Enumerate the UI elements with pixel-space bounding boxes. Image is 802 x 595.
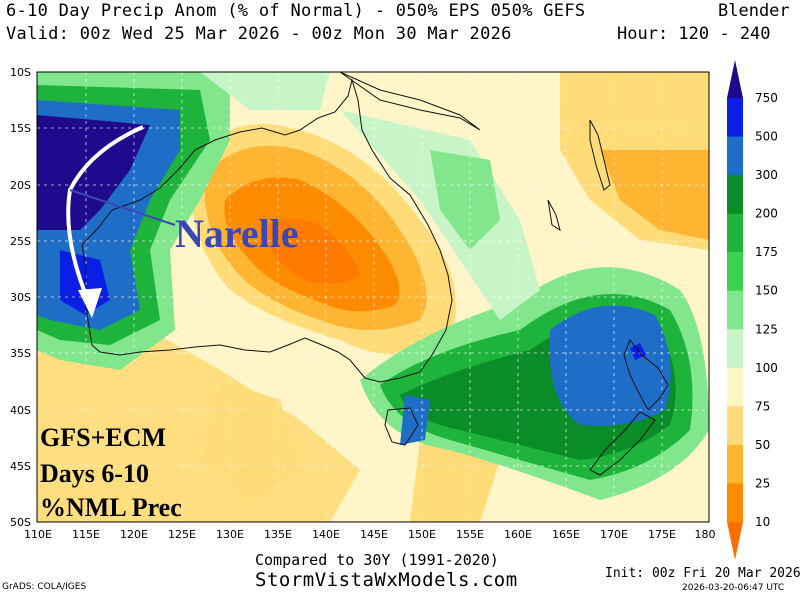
- new-zealand-north-coast: [623, 339, 669, 411]
- lat-label: 30S: [10, 291, 31, 304]
- lat-label: 35S: [10, 347, 31, 360]
- lon-label: 130E: [216, 528, 244, 541]
- legend-label: 175: [755, 245, 778, 259]
- legend-colorbar: 750 500 300 200 175 150 125 100 75 50 25 10: [727, 60, 778, 560]
- grads-credit: GrADS: COLA/IGES: [2, 582, 87, 592]
- legend-swatch: [727, 444, 743, 484]
- legend-swatch: [727, 213, 743, 253]
- forecast-hours: Hour: 120 - 240: [617, 24, 771, 44]
- legend-swatch: [727, 406, 743, 446]
- legend-label: 500: [755, 130, 778, 144]
- lat-label: 25S: [10, 235, 31, 248]
- model-info-line-3: %NML Prec: [40, 493, 182, 522]
- new-zealand-south-coast: [589, 411, 656, 476]
- map-title: 6-10 Day Precip Anom (% of Normal) - 050…: [6, 1, 586, 21]
- legend-label: 50: [755, 438, 770, 452]
- storm-track-arrow: [66, 125, 176, 318]
- legend-label: 300: [755, 168, 778, 182]
- timestamp: 2026-03-20-06:47 UTC: [682, 583, 785, 593]
- legend-swatch: [727, 60, 743, 98]
- legend-label: 10: [755, 515, 770, 529]
- lon-label: 165E: [552, 528, 580, 541]
- latitude-labels: 10S 15S 20S 25S 30S 35S 40S 45S 50S: [10, 66, 31, 529]
- islands-coast: [589, 119, 611, 191]
- model-info-box: GFS+ECM Days 6-10 %NML Prec: [40, 423, 182, 522]
- lon-label: 175E: [648, 528, 676, 541]
- legend-swatch: [727, 98, 743, 138]
- lon-label: 160E: [504, 528, 532, 541]
- lon-label: 120E: [120, 528, 148, 541]
- lon-label: 170E: [600, 528, 628, 541]
- model-info-line-1: GFS+ECM: [40, 423, 166, 452]
- lon-label: 135E: [264, 528, 292, 541]
- lon-label: 150E: [408, 528, 436, 541]
- lon-label: 140E: [312, 528, 340, 541]
- lon-label: 125E: [168, 528, 196, 541]
- legend-swatch: [727, 367, 743, 407]
- lat-label: 40S: [10, 404, 31, 417]
- longitude-labels: 110E 115E 120E 125E 130E 135E 140E 145E …: [24, 528, 715, 541]
- coastlines: [81, 72, 669, 476]
- legend-label: 150: [755, 284, 778, 298]
- lon-label: 145E: [360, 528, 388, 541]
- model-info-line-2: Days 6-10: [40, 459, 149, 488]
- legend-swatch: [727, 252, 743, 292]
- legend-swatch: [727, 290, 743, 330]
- lat-label: 45S: [10, 460, 31, 473]
- lon-label: 115E: [72, 528, 100, 541]
- model-name: Blender: [718, 1, 790, 21]
- legend-swatch: [727, 329, 743, 369]
- legend-swatch: [727, 175, 743, 215]
- lat-label: 50S: [10, 516, 31, 529]
- legend-label: 25: [755, 476, 770, 490]
- lon-label: 180: [695, 528, 716, 541]
- legend-label: 750: [755, 91, 778, 105]
- legend-swatch: [727, 522, 743, 560]
- init-time: Init: 00z Fri 20 Mar 2026: [605, 566, 801, 581]
- site-name: StormVistaWxModels.com: [255, 569, 518, 591]
- legend-swatch: [727, 483, 743, 523]
- valid-period: Valid: 00z Wed 25 Mar 2026 - 00z Mon 30 …: [6, 24, 512, 44]
- new-guinea-coast: [339, 72, 481, 131]
- map-frame: [36, 71, 710, 523]
- legend-label: 200: [755, 207, 778, 221]
- lat-label: 15S: [10, 122, 31, 135]
- legend-label: 75: [755, 399, 770, 413]
- legend-swatch: [727, 136, 743, 176]
- tasmania-coast: [384, 407, 419, 446]
- lat-label: 20S: [10, 179, 31, 192]
- legend-label: 100: [755, 361, 778, 375]
- climatology-note: Compared to 30Y (1991-2020): [255, 551, 499, 569]
- storm-name-label: Narelle: [175, 211, 299, 256]
- graticule: [37, 72, 709, 522]
- lon-label: 155E: [456, 528, 484, 541]
- legend-label: 125: [755, 322, 778, 336]
- australia-coast: [81, 78, 453, 383]
- lat-label: 10S: [10, 66, 31, 79]
- lon-label: 110E: [24, 528, 52, 541]
